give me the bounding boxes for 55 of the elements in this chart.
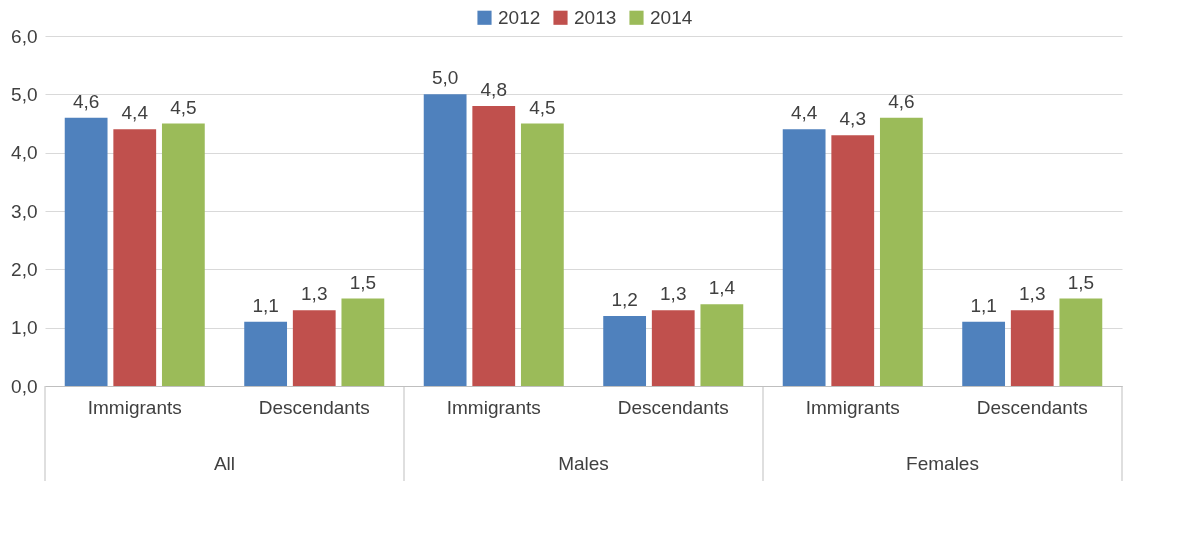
data-label: 4,5 [529,96,556,118]
data-label: 1,2 [611,289,638,310]
x-tick-label: Descendants [258,396,370,418]
data-label: 4,8 [480,79,507,100]
x-tick-label: Immigrants [446,396,541,418]
y-tick-label: 6,0 [11,25,38,47]
bar [700,304,744,386]
bar [244,321,288,386]
text: All [213,453,236,474]
bar [603,316,647,386]
data-label: 1,1 [252,294,279,316]
bar [831,135,875,386]
bar [472,106,516,386]
data-label: 4,6 [72,90,100,112]
legend-label: 2012 [498,6,541,28]
bar [782,129,826,386]
y-tick-label: 1,0 [11,317,38,339]
bar [1010,310,1054,386]
legend-label: 2013 [574,6,617,28]
data-label: 1,5 [1067,271,1095,293]
data-label: 1,3 [660,283,687,305]
bar [520,123,564,386]
bar [651,310,695,386]
data-label: 4,4 [121,102,149,124]
data-label: 1,3 [1019,283,1046,305]
data-label: 1,5 [349,271,377,293]
bar [292,310,336,386]
y-tick-label: 5,0 [11,83,38,105]
data-label: 1,1 [970,294,997,316]
x-tick-label: Immigrants [805,396,900,418]
y-tick-label: 3,0 [11,200,38,222]
data-label: 1,3 [301,283,328,305]
bar [1059,298,1103,386]
data-label: 1,4 [708,277,736,299]
bar [113,129,157,386]
x-tick-label: Descendants [976,396,1088,418]
x-tick-label: Descendants [617,396,729,418]
bar [879,117,923,386]
bar [341,298,385,386]
data-label: 5,0 [431,67,459,89]
data-label: 4,5 [170,96,197,118]
bar [64,117,108,386]
data-label: 4,6 [888,90,915,112]
text: Females [906,453,979,474]
data-label: 4,4 [790,102,818,124]
x-tick-label: Immigrants [87,396,182,418]
bar [423,94,467,386]
y-tick-label: 2,0 [11,258,38,280]
text: Males [558,453,609,474]
legend-label: 2014 [650,6,693,28]
data-label: 4,3 [839,108,866,130]
bar [161,123,205,386]
y-tick-label: 4,0 [11,142,38,164]
bar [962,321,1006,386]
y-tick-label: 0,0 [11,375,38,397]
